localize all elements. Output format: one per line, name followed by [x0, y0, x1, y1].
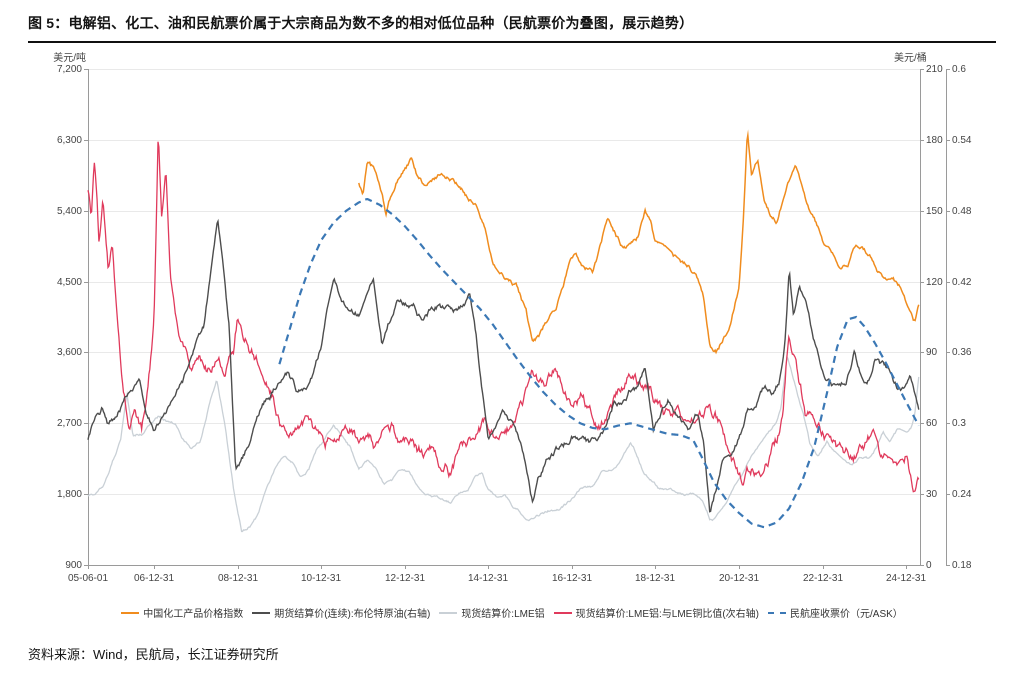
axis-tick-label: 6,300	[56, 134, 82, 146]
legend-label: 现货结算价:LME铝	[461, 609, 545, 620]
axis-tick-label: 12-12-31	[384, 573, 426, 584]
legend-line-swatch	[553, 611, 572, 614]
axis-tick-label: 900	[65, 559, 82, 571]
chart-canvas	[0, 43, 1024, 603]
axis-tick-label: 14-12-31	[467, 573, 509, 584]
axis-tick-label: 180	[926, 134, 943, 146]
axis-tick-label: 05-06-01	[67, 573, 109, 584]
legend-item-4: 现货结算价:LME铝:与LME铜比值(次右轴)	[553, 605, 759, 620]
axis-tick-label: 16-12-31	[551, 573, 593, 584]
axis-tick-label: 150	[926, 205, 943, 217]
axis-tick-label: 30	[926, 488, 938, 500]
axis-tick-label: 3,600	[56, 346, 82, 358]
legend-label: 中国化工产品价格指数	[143, 609, 244, 620]
axis-tick-label: 2,700	[56, 417, 82, 429]
legend-label: 期货结算价(连续):布伦特原油(右轴)	[274, 609, 431, 620]
legend-item-2: 期货结算价(连续):布伦特原油(右轴)	[252, 605, 430, 620]
axis-tick-label: 0.48	[952, 205, 972, 217]
axis-tick-label: 24-12-31	[885, 573, 927, 584]
axis-tick-label: 90	[926, 346, 938, 358]
left-axis-unit-label: 美元/吨	[53, 53, 86, 64]
axis-tick-label: 60	[926, 417, 938, 429]
axis-tick-label: 120	[926, 276, 943, 288]
axis-tick-label: 5,400	[56, 205, 82, 217]
chart-area: 美元/吨 美元/桶 900 1,800 2,700 3,600 4,500 5,400 6,…	[0, 43, 1024, 603]
axis-tick-label: 0.42	[952, 276, 972, 288]
figure-title: 图 5：电解铝、化工、油和民航票价属于大宗商品为数不多的相对低位品种（民航票价为…	[28, 15, 694, 31]
title-divider	[28, 41, 996, 43]
axis-tick-label: 08-12-31	[217, 573, 259, 584]
legend-line-swatch	[252, 611, 271, 614]
axis-tick-label: 0.6	[952, 63, 966, 75]
source-note: 资料来源：Wind，民航局，长江证券研究所	[28, 647, 279, 662]
axis-tick-label: 1,800	[56, 488, 82, 500]
legend-item-5: 民航座收票价（元/ASK）	[768, 605, 903, 620]
axis-tick-label: 7,200	[56, 63, 82, 75]
axis-tick-label: 0.3	[952, 417, 966, 429]
legend-line-swatch	[439, 611, 458, 614]
legend-line-swatch	[768, 611, 786, 614]
legend-item-3: 现货结算价:LME铝	[439, 605, 545, 620]
axis-tick-label: 0.24	[952, 488, 972, 500]
axis-tick-label: 0	[926, 559, 932, 571]
legend-line-swatch	[121, 611, 140, 614]
figure-header: 图 5：电解铝、化工、油和民航票价属于大宗商品为数不多的相对低位品种（民航票价为…	[0, 0, 1024, 38]
axis-tick-label: 210	[926, 63, 943, 75]
axis-tick-label: 20-12-31	[718, 573, 760, 584]
axis-tick-label: 0.18	[952, 559, 972, 571]
right-axis-unit-label: 美元/桶	[894, 53, 927, 64]
chart-legend: 中国化工产品价格指数 期货结算价(连续):布伦特原油(右轴) 现货结算价:LME铝 现…	[0, 605, 1024, 620]
axis-tick-label: 22-12-31	[802, 573, 844, 584]
legend-item-1: 中国化工产品价格指数	[121, 605, 243, 620]
axis-tick-label: 0.36	[952, 346, 972, 358]
axis-tick-label: 06-12-31	[133, 573, 175, 584]
legend-label: 现货结算价:LME铝:与LME铜比值(次右轴)	[575, 609, 759, 620]
axis-tick-label: 18-12-31	[634, 573, 676, 584]
axis-tick-label: 4,500	[56, 276, 82, 288]
legend-label: 民航座收票价（元/ASK）	[790, 609, 903, 620]
axis-tick-label: 10-12-31	[300, 573, 342, 584]
axis-tick-label: 0.54	[952, 134, 972, 146]
